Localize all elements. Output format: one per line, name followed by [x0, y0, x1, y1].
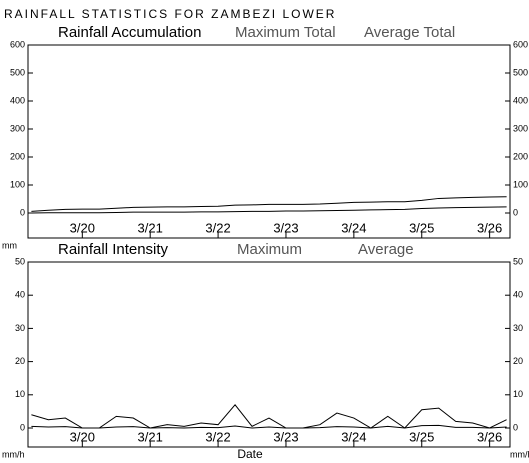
- y-tick-label: 500: [10, 67, 25, 77]
- y-tick-label: 200: [10, 151, 25, 161]
- y-tick-label-right: 100: [513, 179, 528, 189]
- series-line: [31, 403, 507, 429]
- y-tick-label-right: 20: [513, 356, 523, 366]
- plot-frame: [27, 261, 511, 448]
- y-axis-label: mm/h: [2, 449, 25, 459]
- panel-title: Rainfall Accumulation: [58, 24, 201, 41]
- y-axis-label-right: mm/h: [510, 449, 529, 459]
- y-tick-label: 40: [15, 290, 25, 300]
- y-tick-label-right: 30: [513, 323, 523, 333]
- y-tick-label-right: 40: [513, 290, 523, 300]
- panel-title: Rainfall Intensity: [58, 241, 169, 258]
- y-tick-label-right: 500: [513, 67, 528, 77]
- y-tick-label: 50: [15, 256, 25, 266]
- x-tick-label: 3/24: [341, 220, 366, 235]
- y-tick-label: 600: [10, 39, 25, 49]
- y-tick-label: 20: [15, 356, 25, 366]
- y-tick-label-right: 0: [513, 207, 518, 217]
- y-tick-label: 400: [10, 95, 25, 105]
- y-tick-label-right: 0: [513, 422, 518, 432]
- plot-frame: [27, 44, 511, 239]
- x-tick-label: 3/20: [70, 220, 95, 235]
- x-axis-label: Date: [237, 447, 263, 461]
- x-tick-label: 3/20: [70, 429, 95, 444]
- y-tick-label: 30: [15, 323, 25, 333]
- y-tick-label-right: 400: [513, 95, 528, 105]
- y-tick-label-right: 600: [513, 39, 528, 49]
- x-tick-label: 3/25: [409, 429, 434, 444]
- y-tick-label: 300: [10, 123, 25, 133]
- y-tick-label-right: 200: [513, 151, 528, 161]
- y-tick-label: 0: [20, 422, 25, 432]
- x-tick-label: 3/23: [273, 429, 298, 444]
- x-tick-label: 3/26: [477, 429, 502, 444]
- x-tick-label: 3/24: [341, 429, 366, 444]
- series-line: [31, 206, 507, 214]
- y-tick-label: 10: [15, 389, 25, 399]
- y-axis-label: mm: [2, 240, 17, 250]
- x-tick-label: 3/26: [477, 220, 502, 235]
- x-tick-label: 3/21: [138, 429, 163, 444]
- x-tick-label: 3/25: [409, 220, 434, 235]
- series-line: [31, 196, 507, 212]
- y-tick-label: 0: [20, 207, 25, 217]
- y-tick-label-right: 10: [513, 389, 523, 399]
- series-line: [31, 424, 507, 429]
- y-tick-label-right: 50: [513, 256, 523, 266]
- page-title: RAINFALL STATISTICS FOR ZAMBEZI LOWER: [4, 7, 336, 21]
- legend-label: Maximum: [237, 241, 302, 258]
- y-tick-label: 100: [10, 179, 25, 189]
- legend-label: Maximum Total: [235, 24, 336, 41]
- legend-label: Average: [358, 241, 414, 258]
- y-tick-label-right: 300: [513, 123, 528, 133]
- x-tick-label: 3/23: [273, 220, 298, 235]
- legend-label: Average Total: [364, 24, 455, 41]
- x-tick-label: 3/22: [205, 220, 230, 235]
- x-tick-label: 3/21: [138, 220, 163, 235]
- x-tick-label: 3/22: [205, 429, 230, 444]
